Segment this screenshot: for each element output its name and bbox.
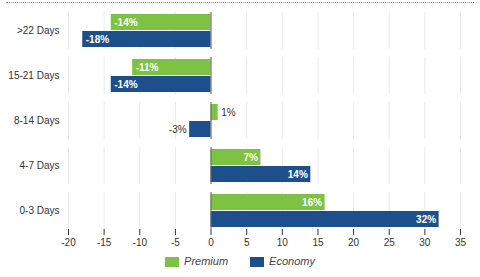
svg-text:>22 Days: >22 Days	[17, 25, 60, 36]
html-text:Economy: Economy	[269, 255, 315, 267]
svg-text:-18%: -18%	[86, 34, 109, 45]
svg-text:-3%: -3%	[169, 124, 187, 135]
svg-text:0: 0	[208, 237, 214, 248]
svg-text:7%: 7%	[243, 152, 258, 163]
svg-text:16%: 16%	[302, 197, 322, 208]
svg-text:20: 20	[348, 237, 360, 248]
svg-text:-20: -20	[61, 237, 76, 248]
svg-text:15: 15	[312, 237, 324, 248]
svg-text:-14%: -14%	[114, 17, 137, 28]
svg-text:4-7 Days: 4-7 Days	[19, 160, 59, 171]
svg-text:1%: 1%	[221, 107, 236, 118]
svg-text:-10: -10	[133, 237, 148, 248]
svg-text:0-3 Days: 0-3 Days	[19, 205, 59, 216]
svg-text:-11%: -11%	[136, 62, 159, 73]
svg-text:-5: -5	[171, 237, 180, 248]
svg-text:25: 25	[384, 237, 396, 248]
svg-text:-15: -15	[97, 237, 112, 248]
svg-text:15-21 Days: 15-21 Days	[8, 70, 59, 81]
svg-text:32%: 32%	[416, 214, 436, 225]
html-text:Premium: Premium	[184, 255, 229, 267]
svg-text:10: 10	[277, 237, 289, 248]
svg-text:30: 30	[419, 237, 431, 248]
svg-text:8-14 Days: 8-14 Days	[14, 115, 60, 126]
svg-text:35: 35	[455, 237, 467, 248]
svg-text:14%: 14%	[288, 169, 308, 180]
svg-text:5: 5	[244, 237, 250, 248]
svg-text:-14%: -14%	[114, 79, 137, 90]
